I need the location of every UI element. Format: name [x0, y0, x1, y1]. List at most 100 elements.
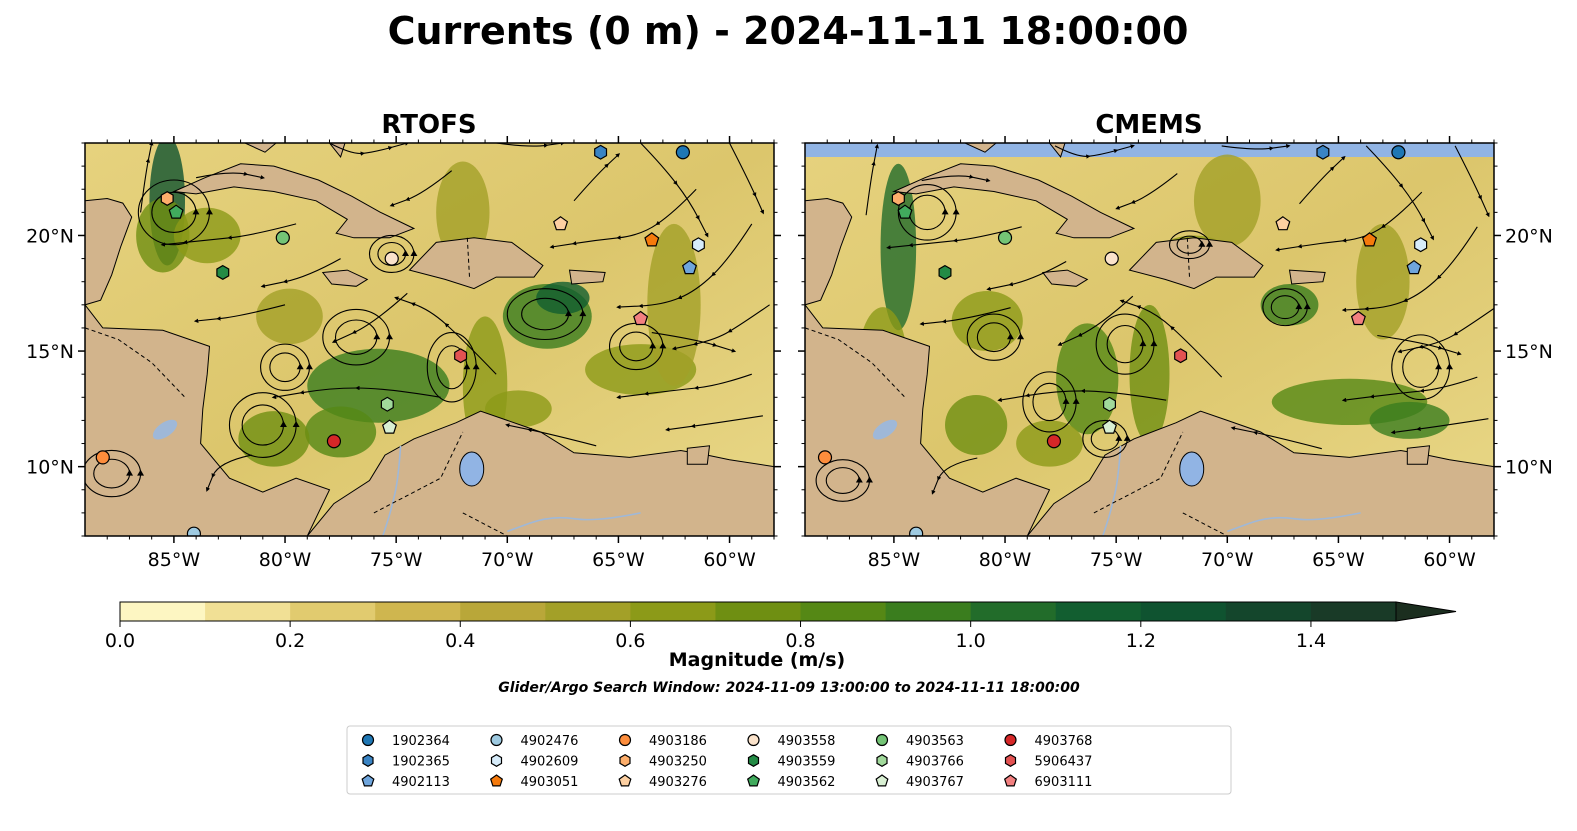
land-hispaniola-cmems [1128, 237, 1264, 290]
legend-label-4902476: 4902476 [521, 734, 579, 749]
eddy-arrow-rtofs [472, 363, 480, 370]
float-4903558-rtofs [384, 251, 399, 266]
legend-label-4903559: 4903559 [778, 755, 836, 770]
legend-marker-1902364 [361, 733, 375, 747]
float-4902113-rtofs [681, 259, 698, 275]
eddy-arrow-rtofs [280, 421, 287, 427]
river-orinoco-rtofs [507, 512, 641, 533]
eddy-arrow-cmems [1150, 340, 1158, 347]
eddy-arrow-cmems [855, 476, 863, 483]
eddy-arrow-rtofs [192, 208, 200, 215]
eddy-arrow-rtofs [292, 421, 300, 427]
float-4902113-cmems [1406, 259, 1422, 275]
speed-patch-rtofs [307, 348, 450, 423]
eddy-arrow-rtofs [649, 342, 657, 349]
legend-item-4903558: 4903558 [747, 733, 835, 749]
float-1902364-cmems [1391, 145, 1406, 160]
colorbar-segment [120, 602, 206, 621]
streamline-cmems [1341, 226, 1478, 313]
streamline-rtofs [193, 304, 286, 323]
x-tick-label-rtofs: 60°W [703, 549, 756, 571]
float-4903250-rtofs [160, 191, 174, 206]
legend-item-4903186: 4903186 [618, 733, 707, 749]
speed-patch-rtofs [536, 281, 590, 315]
streamline-rtofs [496, 143, 566, 148]
legend-marker-4903766 [876, 754, 888, 767]
x-tick-label-rtofs: 70°W [481, 549, 534, 571]
legend-item-4902609: 4902609 [490, 754, 578, 770]
float-4903559-cmems [938, 264, 952, 280]
legend-label-4903186: 4903186 [649, 734, 707, 749]
border-rtofs [462, 512, 508, 536]
streamline-rtofs [394, 296, 497, 375]
streamline-cmems [1119, 299, 1223, 378]
eddy-arrow-rtofs [126, 469, 133, 476]
legend-marker-4903767 [875, 774, 889, 787]
eddy-arrow-rtofs [565, 310, 572, 317]
speed-patch-cmems [1129, 304, 1170, 444]
legend-label-4903766: 4903766 [906, 755, 964, 770]
lake-maracaibo-cmems [1179, 451, 1205, 487]
land-jamaica-rtofs [321, 269, 369, 287]
panel-cmems: CMEMS 85°W 80°W 75°W 70°W 65°W 60°W 10°N 15°N 20… [798, 110, 1553, 571]
streamline-cmems [1230, 426, 1322, 450]
float-4903558-cmems [1104, 251, 1119, 266]
eddy-arrow-rtofs [659, 342, 667, 349]
eddy-arrow-cmems [1446, 363, 1453, 370]
legend-item-4903766: 4903766 [876, 754, 964, 770]
border-cmems [805, 327, 906, 398]
streamline-rtofs [195, 171, 265, 180]
legend-item-1902364: 1902364 [361, 733, 450, 749]
river-magdalena-cmems [1102, 445, 1122, 536]
river-orinoco-cmems [1227, 512, 1361, 533]
float-5906437-cmems [1174, 348, 1188, 364]
eddy-arrow-cmems [1435, 363, 1442, 370]
colorbar: 0.0 0.2 0.4 0.6 0.8 1.0 1.2 1.4 Magnitude (m/s) [105, 601, 1457, 671]
colorbar-tick-label: 0.4 [445, 630, 475, 652]
legend-item-1902365: 1902365 [362, 754, 450, 770]
float-4903766-cmems [1102, 396, 1117, 412]
float-4903768-rtofs [326, 434, 342, 449]
streamline-rtofs [573, 153, 621, 202]
eddy-arrow-rtofs [206, 208, 213, 215]
eddy-arrow-cmems [1206, 240, 1213, 247]
float-4902476-cmems [909, 526, 924, 536]
float-4903766-rtofs [380, 396, 394, 412]
float-1902364-rtofs [675, 145, 690, 160]
x-tick-label-rtofs: 75°W [370, 549, 423, 571]
speed-patch-cmems [1193, 154, 1261, 248]
land-jamaica-cmems [1041, 269, 1089, 287]
lake-nicaragua-rtofs [152, 419, 178, 440]
legend-marker-4903051 [489, 774, 504, 787]
y-tick-label-cmems: 10°N [1505, 457, 1553, 479]
streamline-rtofs [651, 332, 737, 353]
legend-marker-6903111 [1003, 774, 1018, 787]
legend-item-4903559: 4903559 [747, 754, 836, 770]
legend: 1902364 1902365 4902113 4902476 4902609 49030… [346, 725, 1232, 795]
colorbar-segment [1140, 602, 1227, 621]
legend-label-4903768: 4903768 [1035, 734, 1093, 749]
land-central-america-rtofs [85, 303, 331, 536]
colorbar-label: Magnitude (m/s) [669, 649, 846, 671]
streamline-cmems [886, 226, 1022, 250]
land-florida-tip-cmems [964, 143, 997, 153]
legend-label-1902364: 1902364 [392, 734, 450, 749]
legend-item-4903768: 4903768 [1004, 733, 1093, 749]
no-data-band-cmems [805, 143, 1494, 157]
land-bahamas-a-rtofs [328, 143, 346, 158]
float-4903562-cmems [897, 204, 913, 219]
y-tick-label-rtofs: 15°N [26, 341, 74, 363]
colorbar-segment [1055, 602, 1142, 621]
streamline-cmems [919, 307, 1011, 326]
x-tick-label-cmems: 85°W [868, 549, 921, 571]
eddy-arrow-cmems [1115, 434, 1123, 441]
legend-marker-1902365 [362, 754, 374, 767]
streamline-cmems [1054, 144, 1135, 159]
streamline-cmems [865, 143, 879, 216]
legend-label-4902113: 4902113 [392, 775, 450, 790]
eddy-arrow-rtofs [306, 363, 313, 370]
speed-patch-cmems [1369, 401, 1450, 439]
float-4903563-cmems [997, 230, 1013, 245]
eddy-arrow-cmems [1198, 240, 1206, 247]
